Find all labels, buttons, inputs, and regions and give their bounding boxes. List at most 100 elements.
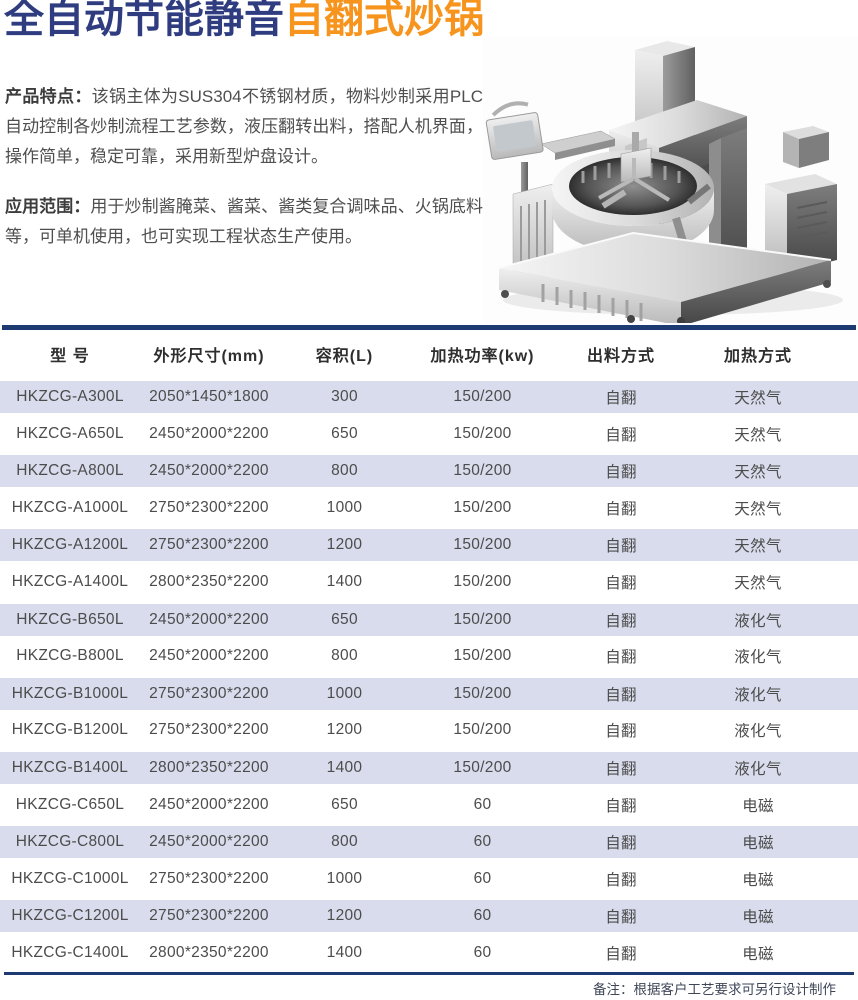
features-text: 该锅主体为SUS304不锈钢材质，物料炒制采用PLC自动控制各炒制流程工艺参数，… (5, 87, 483, 166)
cell-power: 150/200 (453, 536, 512, 554)
cell-volume: 1200 (326, 721, 363, 739)
table-bottom-rule (4, 971, 854, 975)
cell-volume: 800 (331, 647, 358, 665)
cell-power: 60 (473, 943, 492, 961)
cell-volume: 300 (331, 388, 358, 406)
table-row: HKZCG-B650L 2450*2000*2200 650 150/200 自翻 液化气 (0, 600, 858, 638)
cell-volume: 800 (331, 462, 358, 480)
cell-model: HKZCG-A1000L (11, 498, 129, 516)
table-top-rule (2, 325, 856, 330)
table-row: HKZCG-A300L 2050*1450*1800 300 150/200 自翻 天然气 (0, 378, 858, 416)
cell-power: 150/200 (453, 721, 512, 739)
cell-model: HKZCG-C650L (15, 795, 125, 813)
cell-volume: 1000 (326, 869, 363, 887)
cell-power: 150/200 (453, 610, 512, 628)
cell-size: 2450*2000*2200 (149, 647, 269, 665)
cell-size: 2450*2000*2200 (149, 610, 269, 628)
cell-model: HKZCG-C1400L (11, 943, 129, 961)
column-header-5: 加热方式 (723, 348, 792, 365)
cell-heating: 液化气 (734, 723, 782, 741)
cell-discharge: 自翻 (605, 390, 637, 408)
table-row: HKZCG-C650L 2450*2000*2200 650 60 自翻 电磁 (0, 786, 858, 823)
cell-heating: 天然气 (734, 500, 782, 518)
table-row: HKZCG-B1000L 2750*2300*2200 1000 150/200 自翻 液… (0, 674, 858, 712)
cell-power: 150/200 (453, 684, 512, 702)
cell-power: 150/200 (453, 573, 512, 591)
cell-model: HKZCG-B1400L (11, 758, 129, 776)
cooking-kettle-illustration (483, 36, 858, 323)
cell-size: 2450*2000*2200 (149, 795, 269, 813)
cell-model: HKZCG-C1200L (11, 907, 129, 925)
table-row: HKZCG-C800L 2450*2000*2200 800 60 自翻 电磁 (0, 823, 858, 861)
cell-heating: 电磁 (742, 909, 774, 927)
table-row: HKZCG-C1000L 2750*2300*2200 1000 60 自翻 电磁 (0, 860, 858, 897)
cell-discharge: 自翻 (605, 575, 637, 593)
cell-size: 2750*2300*2200 (149, 721, 269, 739)
cell-model: HKZCG-A650L (16, 424, 124, 442)
cell-power: 60 (473, 907, 492, 925)
cell-discharge: 自翻 (605, 909, 637, 927)
table-row: HKZCG-B1200L 2750*2300*2200 1200 150/200 自翻 液… (0, 712, 858, 749)
cell-size: 2450*2000*2200 (149, 833, 269, 851)
column-header-1: 外形尺寸(mm) (153, 348, 265, 365)
scope-label: 应用范围： (5, 197, 91, 216)
cell-discharge: 自翻 (605, 723, 637, 741)
cell-size: 2800*2350*2200 (149, 758, 269, 776)
cell-volume: 1400 (326, 573, 363, 591)
cell-power: 60 (473, 869, 492, 887)
table-row: HKZCG-A800L 2450*2000*2200 800 150/200 自翻 天然气 (0, 452, 858, 490)
cell-heating: 天然气 (734, 538, 782, 556)
cell-heating: 液化气 (734, 649, 782, 667)
cell-discharge: 自翻 (605, 760, 637, 778)
cell-model: HKZCG-B1000L (11, 684, 129, 702)
cell-size: 2450*2000*2200 (149, 462, 269, 480)
cell-discharge: 自翻 (605, 945, 637, 963)
column-header-2: 容积(L) (315, 348, 374, 365)
cell-size: 2750*2300*2200 (149, 907, 269, 925)
cell-discharge: 自翻 (605, 686, 637, 704)
cell-discharge: 自翻 (605, 835, 637, 853)
cell-size: 2800*2350*2200 (149, 943, 269, 961)
cell-heating: 电磁 (742, 945, 774, 963)
table-row: HKZCG-A1400L 2800*2350*2200 1400 150/200 自翻 天… (0, 563, 858, 600)
cell-model: HKZCG-A800L (16, 462, 124, 480)
column-header-4: 出料方式 (586, 348, 655, 365)
cell-size: 2750*2300*2200 (149, 869, 269, 887)
cell-volume: 800 (331, 833, 358, 851)
scope-text: 用于炒制酱腌菜、酱菜、酱类复合调味品、火锅底料等，可单机使用，也可实现工程状态生… (5, 197, 484, 246)
cell-volume: 1000 (326, 498, 363, 516)
table-row: HKZCG-B1400L 2800*2350*2200 1400 150/200 自翻 液… (0, 748, 858, 787)
cell-heating: 天然气 (734, 464, 782, 482)
cell-discharge: 自翻 (605, 871, 637, 889)
cell-discharge: 自翻 (605, 500, 637, 518)
cell-heating: 液化气 (734, 686, 782, 704)
cell-size: 2050*1450*1800 (149, 388, 269, 406)
cell-size: 2800*2350*2200 (149, 573, 269, 591)
cell-volume: 1400 (326, 758, 363, 776)
table-row: HKZCG-B800L 2450*2000*2200 800 150/200 自翻 液化气 (0, 638, 858, 675)
cell-volume: 650 (331, 424, 358, 442)
table-row: HKZCG-A1000L 2750*2300*2200 1000 150/200 自翻 天… (0, 489, 858, 526)
page-title: 全自动节能静音自翻式炒锅 (4, 0, 484, 44)
cell-size: 2750*2300*2200 (149, 498, 269, 516)
spec-table-header: 型 号 外形尺寸(mm) 容积(L) 加热功率(kw) 出料方式 加热方式 (0, 330, 858, 378)
table-row: HKZCG-C1200L 2750*2300*2200 1200 60 自翻 电磁 (0, 897, 858, 935)
cell-heating: 液化气 (734, 760, 782, 778)
cell-size: 2450*2000*2200 (149, 424, 269, 442)
cell-model: HKZCG-B1200L (11, 721, 129, 739)
cell-power: 150/200 (453, 462, 512, 480)
cell-model: HKZCG-A1200L (11, 536, 129, 554)
cell-volume: 1000 (326, 684, 363, 702)
cell-discharge: 自翻 (605, 464, 637, 482)
cell-power: 150/200 (453, 758, 512, 776)
cell-heating: 天然气 (734, 390, 782, 408)
product-features-paragraph: 产品特点：该锅主体为SUS304不锈钢材质，物料炒制采用PLC自动控制各炒制流程… (5, 82, 483, 172)
cell-volume: 1200 (326, 536, 363, 554)
cell-model: HKZCG-A1400L (11, 573, 129, 591)
cell-volume: 1400 (326, 943, 363, 961)
table-row: HKZCG-C1400L 2800*2350*2200 1400 60 自翻 电磁 (0, 934, 858, 971)
cell-heating: 液化气 (734, 612, 782, 630)
cell-power: 150/200 (453, 388, 512, 406)
cell-power: 60 (473, 795, 492, 813)
